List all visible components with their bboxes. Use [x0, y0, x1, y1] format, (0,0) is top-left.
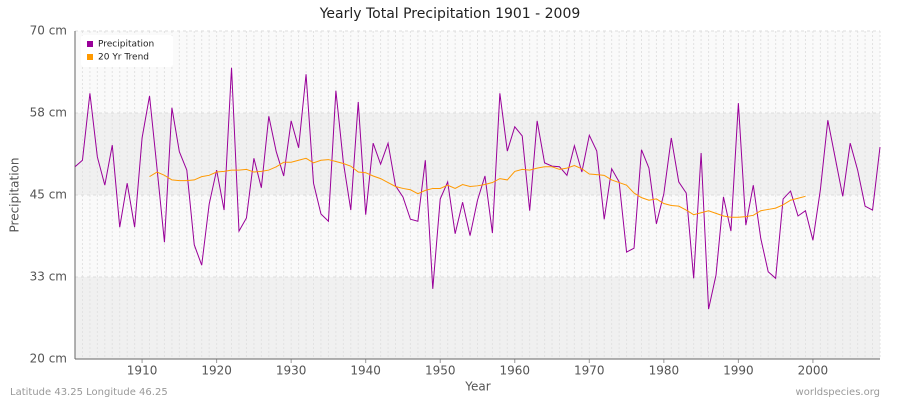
- x-tick-label: 1980: [649, 364, 680, 378]
- y-axis-label: Precipitation: [8, 157, 22, 232]
- x-tick-label: 1940: [350, 364, 381, 378]
- x-tick-label: 1910: [127, 364, 158, 378]
- y-tick-label: 58 cm: [30, 106, 67, 120]
- x-tick-label: 1970: [574, 364, 605, 378]
- y-tick-label: 20 cm: [30, 352, 67, 366]
- x-tick-label: 1950: [425, 364, 456, 378]
- legend-label: Precipitation: [98, 40, 154, 50]
- legend-label: 20 Yr Trend: [98, 53, 149, 63]
- x-tick-label: 2000: [798, 364, 829, 378]
- footer-right: worldspecies.org: [796, 387, 880, 398]
- x-tick-label: 1990: [723, 364, 754, 378]
- x-tick-label: 1930: [276, 364, 307, 378]
- legend-swatch: [87, 41, 93, 47]
- series-line: [149, 157, 806, 218]
- x-tick-label: 1920: [201, 364, 232, 378]
- band: [75, 277, 880, 359]
- footer-left: Latitude 43.25 Longitude 46.25: [10, 387, 168, 398]
- legend-swatch: [87, 54, 93, 60]
- legend-box: [81, 35, 173, 67]
- x-tick-label: 1960: [499, 364, 530, 378]
- y-tick-label: 45 cm: [30, 188, 67, 202]
- legend: Precipitation 20 Yr Trend: [81, 35, 173, 67]
- chart-title: Yearly Total Precipitation 1901 - 2009: [319, 6, 581, 22]
- band: [75, 113, 880, 195]
- y-tick-label: 33 cm: [30, 270, 67, 284]
- x-axis-label: Year: [464, 380, 490, 394]
- series-line: [74, 67, 881, 310]
- y-tick-label: 70 cm: [30, 24, 67, 38]
